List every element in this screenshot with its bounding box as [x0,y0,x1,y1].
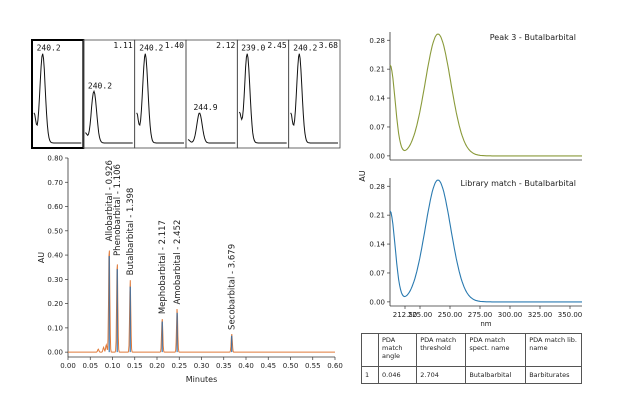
peak-label: Butalbarbital - 1.398 [126,188,136,276]
y-tick-label: 0.07 [369,269,385,277]
y-tick-label: 0.10 [47,324,63,332]
thumbnail-frame [236,39,290,149]
y-tick-label: 0.28 [369,37,385,45]
x-tick-label: 225.00 [408,311,433,319]
thumbnail-peak-label: 240.2 [139,44,163,53]
thumbnail-spectrum [33,53,82,144]
thumbnail-spectrum [238,53,287,144]
chromatogram-plot: 0.00 0.10 0.20 0.30 0.40 0.50 0.60 0.70 0.80 0.00… [37,155,343,385]
x-tick-label: 0.10 [105,362,121,370]
x-tick-label: 325.00 [528,311,553,319]
spectrum-title: Library match - Butalbarbital [461,179,576,188]
thumbnail-spectrum [85,89,133,144]
x-tick-label: 0.05 [82,362,98,370]
peak-label: Mephobarbital - 2.117 [158,220,168,314]
table-cell: 0.046 [377,366,418,384]
y-tick-label: 0.00 [369,298,385,306]
thumbnail-peak-label: 240.2 [293,44,317,53]
thumbnail-spectrum [187,112,236,144]
y-axis-label: AU [358,170,367,181]
peak3-spectrum-plot: 0.28 0.21 0.14 0.07 0.00 Peak 3 - Butalbarbit… [369,32,582,161]
thumbnail-peak-label: 239.0 [241,44,265,53]
table-cell: 2.704 [416,366,467,384]
x-tick-label: 300.00 [498,311,523,319]
table-cell: Butalbarbital [465,366,527,384]
spectrum-line [389,179,582,303]
spectrum-title: Peak 3 - Butalbarbital [490,33,576,42]
x-tick-label: 0.00 [60,362,76,370]
y-tick-label: 0.21 [369,66,385,74]
thumbnail-peak-label: 240.2 [37,44,61,53]
y-tick-label: 0.70 [47,179,63,187]
thumbnail-retention-label: 1.11 [113,41,132,50]
y-tick-label: 0.07 [369,123,385,131]
thumbnail-spectrum [290,53,338,144]
x-tick-label: 0.35 [216,362,232,370]
table-cell: 1 [361,366,379,384]
thumbnail-retention-label: 1.40 [165,41,184,50]
peak-label: Allobarbital - 0.926 [105,160,115,241]
peak-label: Secobarbital - 3.679 [228,244,238,330]
thumbnail-peak-label: 244.9 [193,103,217,112]
thumbnail-peak-label: 240.2 [88,81,112,90]
thumbnail-retention-label: 3.68 [319,41,338,50]
thumbnail-frame [82,39,136,149]
y-tick-label: 0.30 [47,276,63,284]
x-tick-label: 0.50 [283,362,299,370]
y-tick-label: 0.60 [47,203,63,211]
y-tick-label: 0.20 [47,300,63,308]
y-axis-label: AU [37,252,46,263]
table-row: 1 0.046 2.704 Butalbarbital Barbiturates [361,366,582,384]
y-tick-label: 0.50 [47,227,63,235]
peak-label: Amobarbital - 2.452 [173,220,183,305]
x-axis-label: Minutes [186,375,218,384]
thumbnail-spectrum [136,53,184,144]
x-tick-label: 0.40 [238,362,254,370]
thumbnail-frame [288,39,341,149]
x-tick-label: 212.50 [393,311,418,319]
x-tick-label: 0.25 [171,362,187,370]
thumbnail-frame [185,39,238,149]
table-header-cell: PDA match lib. name [525,333,582,367]
x-tick-label: 0.55 [305,362,321,370]
y-tick-label: 0.14 [369,95,385,103]
thumbnail-retention-label: 2.12 [216,41,235,50]
x-tick-label: 0.15 [127,362,143,370]
table-header-cell: PDA match angle [377,333,418,367]
y-tick-label: 0.00 [369,152,385,160]
y-tick-label: 0.21 [369,212,385,220]
table-cell: Barbiturates [525,366,582,384]
library-spectrum-plot: 0.28 0.21 0.14 0.07 0.00 Library match - Buta… [358,170,582,328]
y-tick-label: 0.14 [369,241,385,249]
chromatogram-trace [68,250,335,353]
y-tick-label: 0.28 [369,183,385,191]
y-tick-label: 0.00 [47,349,63,357]
peak-label: Phenobarbital - 1.106 [113,164,123,256]
y-tick-label: 0.40 [47,252,63,260]
x-axis-label: nm [480,320,491,328]
x-tick-label: 350.00 [558,311,583,319]
table-header-cell [361,333,379,367]
x-tick-label: 0.60 [327,362,343,370]
y-tick-label: 0.80 [47,155,63,163]
x-tick-label: 0.30 [194,362,210,370]
x-tick-label: 0.45 [260,362,276,370]
x-tick-label: 0.20 [149,362,165,370]
x-tick-label: 250.00 [438,311,463,319]
spectrum-line [389,33,582,157]
x-tick-label: 275.00 [468,311,493,319]
thumbnail-retention-label: 2.45 [267,41,286,50]
table-header-cell: PDA match spect. name [465,333,527,367]
pda-match-table: PDA match angle PDA match threshold PDA … [361,333,582,384]
table-header-cell: PDA match threshold [416,333,467,367]
table-header-row: PDA match angle PDA match threshold PDA … [361,333,582,367]
